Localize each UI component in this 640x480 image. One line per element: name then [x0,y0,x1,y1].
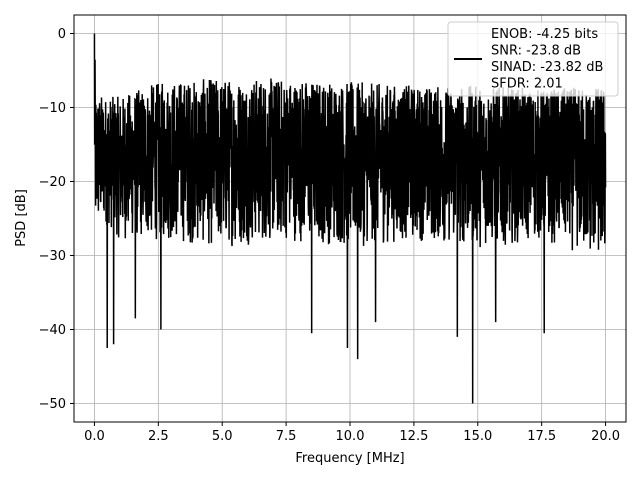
psd-series-line [93,33,607,404]
y-axis-label: PSD [dB] [14,189,29,247]
legend-box [447,21,619,97]
y-tick-label: 0 [58,27,66,42]
x-tick-label: 7.5 [276,429,297,444]
legend-text-line: SINAD: -23.82 dB [491,60,603,75]
y-tick-label: −30 [39,249,66,264]
x-tick-label: 20.0 [591,429,620,444]
x-axis-label: Frequency [MHz] [295,451,404,466]
x-tick-label: 15.0 [463,429,492,444]
x-axis: 0.0 2.5 5.0 7.5 10.0 12.5 15.0 17.5 20.0 [84,422,620,444]
x-tick-label: 10.0 [336,429,365,444]
x-tick-label: 0.0 [84,429,105,444]
x-tick-label: 5.0 [212,429,233,444]
legend-text-line: ENOB: -4.25 bits [491,27,598,42]
y-axis: 0 −10 −20 −30 −40 −50 [39,27,74,412]
y-tick-label: −50 [39,397,66,412]
x-tick-label: 17.5 [527,429,556,444]
x-tick-label: 12.5 [399,429,428,444]
y-tick-label: −10 [39,101,66,116]
y-tick-label: −20 [39,175,66,190]
series-layer [93,33,607,404]
legend-text-line: SNR: -23.8 dB [491,44,581,59]
x-tick-label: 2.5 [148,429,169,444]
legend-text-line: SFDR: 2.01 [491,77,563,92]
y-tick-label: −40 [39,323,66,338]
